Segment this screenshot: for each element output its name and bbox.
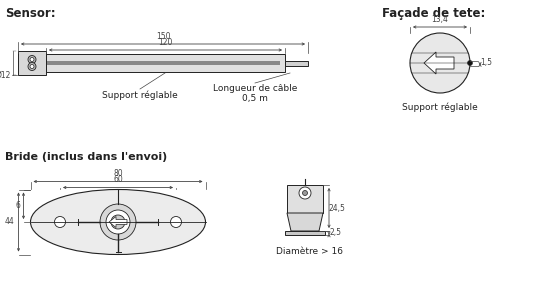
Circle shape [170,216,181,228]
Circle shape [30,57,34,62]
Text: Façade de tete:: Façade de tete: [382,7,485,20]
Bar [18,51,46,75]
Circle shape [106,210,130,234]
Text: 24,5: 24,5 [328,204,345,213]
Bar [287,185,323,213]
Bar [285,231,325,235]
Circle shape [30,65,34,68]
Circle shape [100,204,136,240]
Circle shape [410,33,470,93]
Circle shape [299,187,311,199]
Ellipse shape [30,190,206,254]
Text: 60: 60 [113,176,123,184]
Text: Sensor:: Sensor: [5,7,56,20]
Polygon shape [109,216,127,228]
Text: Bride (inclus dans l'envoi): Bride (inclus dans l'envoi) [5,152,168,162]
Text: 13,4: 13,4 [431,15,449,24]
Text: Support réglable: Support réglable [402,103,478,112]
Text: Diamètre > 16: Diamètre > 16 [277,247,343,256]
Circle shape [28,56,36,63]
Bar [46,54,285,72]
Text: Support réglable: Support réglable [102,90,178,100]
Circle shape [111,215,125,229]
Bar [285,60,308,65]
Circle shape [302,190,307,196]
Polygon shape [287,213,323,231]
Circle shape [55,216,66,228]
Text: 44: 44 [5,217,14,227]
Text: 150: 150 [156,32,170,41]
Text: 80: 80 [113,170,123,179]
Text: Ø12: Ø12 [0,71,11,80]
Text: 2,5: 2,5 [329,228,341,237]
Text: 1,5: 1,5 [480,59,492,68]
Circle shape [467,60,473,65]
Polygon shape [424,52,454,74]
Text: Longueur de câble
0,5 m: Longueur de câble 0,5 m [213,84,297,103]
Text: 120: 120 [158,38,172,47]
Text: 6: 6 [15,201,20,210]
Circle shape [28,62,36,71]
Bar [46,61,280,65]
